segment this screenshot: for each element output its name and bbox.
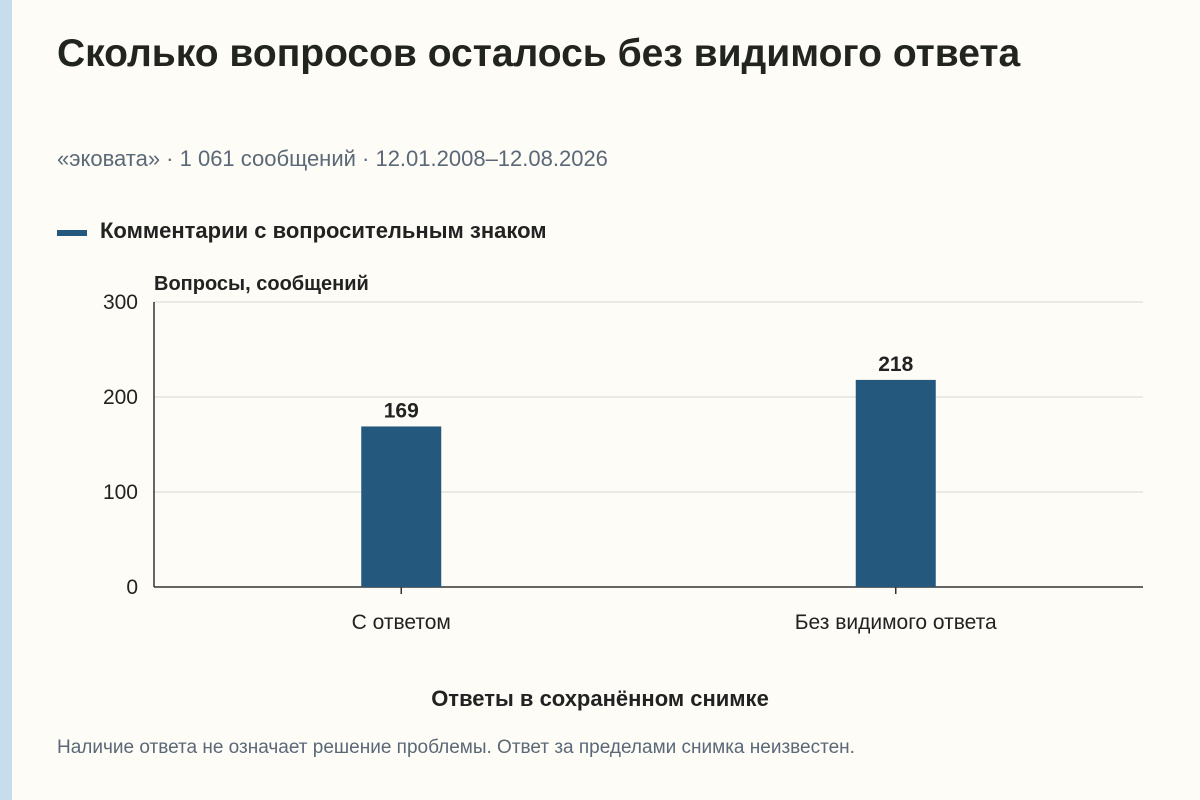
chart-title: Сколько вопросов осталось без видимого о… — [57, 32, 1021, 75]
bar-value-label: 169 — [384, 399, 419, 422]
y-axis-label: Вопросы, сообщений — [154, 273, 369, 295]
y-tick-label: 0 — [126, 576, 138, 599]
legend: Комментарии с вопросительным знаком — [57, 218, 547, 244]
x-tick-label: Без видимого ответа — [795, 611, 997, 634]
footnote: Наличие ответа не означает решение пробл… — [57, 737, 855, 758]
bar — [855, 379, 936, 587]
y-tick-label: 300 — [103, 291, 138, 314]
legend-swatch — [57, 229, 87, 236]
accent-strip — [0, 0, 12, 800]
legend-label: Комментарии с вопросительным знаком — [100, 218, 547, 243]
x-tick-label: С ответом — [352, 611, 451, 634]
chart-subtitle: «эковата» · 1 061 сообщений · 12.01.2008… — [57, 146, 608, 171]
bar — [361, 426, 442, 587]
y-tick-label: 100 — [103, 481, 138, 504]
y-tick-label: 200 — [103, 386, 138, 409]
x-axis-label: Ответы в сохранённом снимке — [431, 686, 769, 711]
bar-value-label: 218 — [878, 353, 913, 376]
